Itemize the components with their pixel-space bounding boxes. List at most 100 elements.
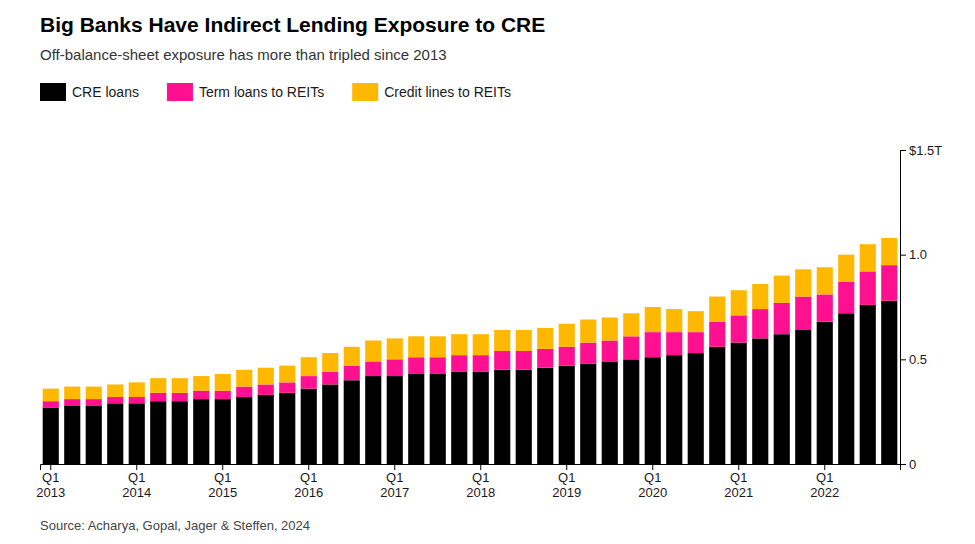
bar: [129, 397, 145, 403]
bar: [430, 336, 446, 357]
bar: [688, 353, 704, 464]
bar: [215, 399, 231, 464]
bar: [752, 338, 768, 464]
chart-root: Big Banks Have Indirect Lending Exposure…: [0, 0, 975, 544]
bar: [150, 401, 166, 464]
legend-swatch: [167, 83, 193, 101]
bar: [817, 267, 833, 294]
bar: [387, 338, 403, 359]
y-tick: 0.5: [900, 352, 927, 367]
x-tick-label: Q12014: [122, 470, 151, 500]
legend-label: Credit lines to REITs: [384, 84, 511, 100]
bar: [344, 347, 360, 366]
bar: [559, 324, 575, 347]
x-tick: Q12021: [724, 464, 753, 500]
bar: [408, 336, 424, 357]
bar: [301, 389, 317, 464]
bar: [623, 336, 639, 359]
bar: [817, 322, 833, 464]
x-tick-mark: [652, 464, 653, 470]
axis-line: [41, 465, 901, 471]
bar: [731, 315, 747, 342]
x-tick: Q12017: [380, 464, 409, 500]
bar: [731, 290, 747, 315]
bar: [580, 343, 596, 364]
subtitle: Off-balance-sheet exposure has more than…: [40, 46, 447, 63]
bar: [172, 401, 188, 464]
bar: [817, 294, 833, 321]
bar: [774, 303, 790, 334]
bar: [365, 340, 381, 361]
bar: [537, 368, 553, 464]
bars: [43, 238, 898, 464]
bar: [666, 309, 682, 332]
bar: [193, 391, 209, 399]
bar: [473, 334, 489, 355]
bar: [688, 311, 704, 332]
bar: [279, 366, 295, 383]
bar: [86, 387, 102, 400]
legend-item: CRE loans: [40, 83, 139, 101]
bar: [279, 393, 295, 464]
y-tick: $1.5T: [900, 143, 942, 158]
bar: [602, 340, 618, 361]
x-tick: Q12014: [122, 464, 151, 500]
bar: [150, 393, 166, 401]
bar: [860, 305, 876, 464]
bar: [322, 372, 338, 385]
bar: [645, 332, 661, 357]
x-tick: Q12018: [466, 464, 495, 500]
bar: [430, 357, 446, 374]
bar: [580, 320, 596, 343]
bar: [451, 355, 467, 372]
bar: [64, 387, 80, 400]
y-tick-mark: [900, 464, 906, 465]
x-tick-mark: [394, 464, 395, 470]
bar: [344, 366, 360, 381]
bar: [408, 374, 424, 464]
bar: [258, 368, 274, 385]
y-tick-label: 0: [909, 457, 916, 472]
bar: [451, 334, 467, 355]
bar: [688, 332, 704, 353]
x-axis: Q12013Q12014Q12015Q12016Q12017Q12018Q120…: [36, 464, 900, 500]
bar: [516, 330, 532, 351]
bar: [236, 370, 252, 387]
plot: Q12013Q12014Q12015Q12016Q12017Q12018Q120…: [36, 143, 942, 501]
x-tick-mark: [222, 464, 223, 470]
x-tick: Q12020: [638, 464, 667, 500]
bar: [236, 387, 252, 397]
bar: [258, 384, 274, 394]
bar: [623, 313, 639, 336]
x-tick: Q12013: [36, 464, 65, 500]
bar: [107, 403, 123, 464]
bar: [795, 330, 811, 464]
legend-label: CRE loans: [72, 84, 139, 100]
legend-label: Term loans to REITs: [199, 84, 324, 100]
bar: [666, 355, 682, 464]
x-tick-mark: [136, 464, 137, 470]
x-tick: Q12015: [208, 464, 237, 500]
bar: [516, 370, 532, 464]
bar: [666, 332, 682, 355]
x-tick-label: Q12021: [724, 470, 753, 500]
bar: [580, 364, 596, 464]
x-tick-label: Q12013: [36, 470, 65, 500]
bar-series: [43, 238, 898, 401]
bar-series: [43, 265, 898, 407]
bar: [365, 376, 381, 464]
bar: [537, 328, 553, 349]
bar: [559, 366, 575, 464]
bar: [408, 357, 424, 374]
x-tick-label: Q12017: [380, 470, 409, 500]
bar: [473, 355, 489, 372]
bar: [150, 378, 166, 393]
bar: [451, 372, 467, 464]
bar: [838, 282, 854, 313]
bar: [752, 284, 768, 309]
x-tick-label: Q12020: [638, 470, 667, 500]
bar: [645, 357, 661, 464]
bar: [107, 384, 123, 397]
bar: [129, 382, 145, 397]
bar: [494, 351, 510, 370]
